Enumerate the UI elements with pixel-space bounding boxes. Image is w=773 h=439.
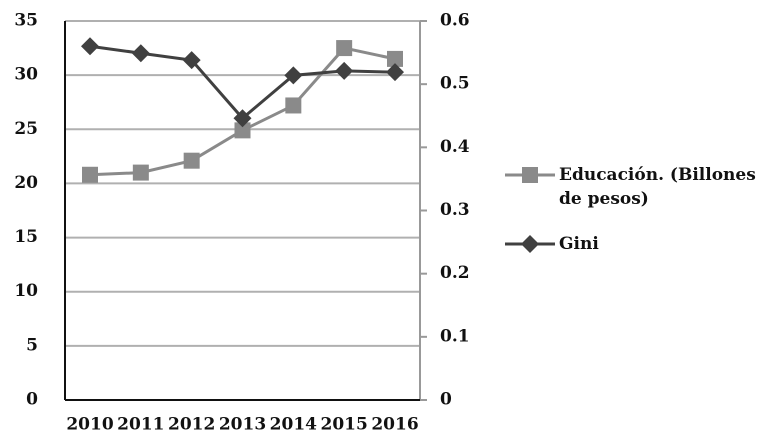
point — [233, 109, 252, 128]
y-tick-label: 25 — [14, 119, 38, 139]
y2-tick-label: 0 — [440, 390, 452, 410]
y-tick-label: 0 — [26, 390, 38, 410]
point — [132, 164, 149, 181]
x-tick-label: 2015 — [321, 415, 368, 435]
point — [81, 37, 99, 56]
point — [183, 152, 200, 169]
point — [336, 40, 353, 57]
y-tick-label: 5 — [26, 335, 38, 355]
legend-item: Gini — [505, 232, 770, 256]
point — [386, 63, 404, 82]
point — [182, 51, 201, 70]
y2-tick-label: 0.2 — [440, 263, 470, 283]
point — [82, 166, 98, 183]
y2-tick-label: 0.4 — [440, 137, 470, 157]
x-tick-label: 2010 — [66, 415, 113, 435]
x-tick-label: 2013 — [219, 415, 266, 435]
point — [234, 122, 251, 139]
legend-label: Educación. (Billones de pesos) — [559, 165, 756, 209]
y2-tick-label: 0.6 — [440, 11, 470, 31]
point — [335, 61, 354, 80]
x-tick-label: 2016 — [371, 415, 418, 435]
legend-swatch — [505, 235, 555, 253]
y-tick-label: 10 — [14, 281, 38, 301]
y2-tick-label: 0.5 — [440, 74, 470, 94]
point — [284, 66, 303, 85]
point — [285, 97, 302, 114]
y-tick-label: 15 — [14, 227, 38, 247]
y-tick-label: 20 — [14, 173, 38, 193]
legend-item: Educación. (Billones de pesos) — [505, 163, 770, 211]
y-tick-label: 30 — [14, 65, 38, 85]
legend-label: Gini — [559, 234, 599, 254]
point — [131, 44, 150, 63]
x-tick-label: 2014 — [270, 415, 317, 435]
legend-marker — [522, 167, 538, 183]
y-tick-label: 35 — [14, 11, 38, 31]
legend-swatch — [505, 167, 555, 183]
y2-tick-label: 0.1 — [440, 326, 470, 346]
legend-marker — [521, 235, 539, 253]
point — [387, 50, 403, 67]
x-tick-label: 2012 — [168, 415, 215, 435]
y2-tick-label: 0.3 — [440, 200, 470, 220]
x-tick-label: 2011 — [117, 415, 164, 435]
